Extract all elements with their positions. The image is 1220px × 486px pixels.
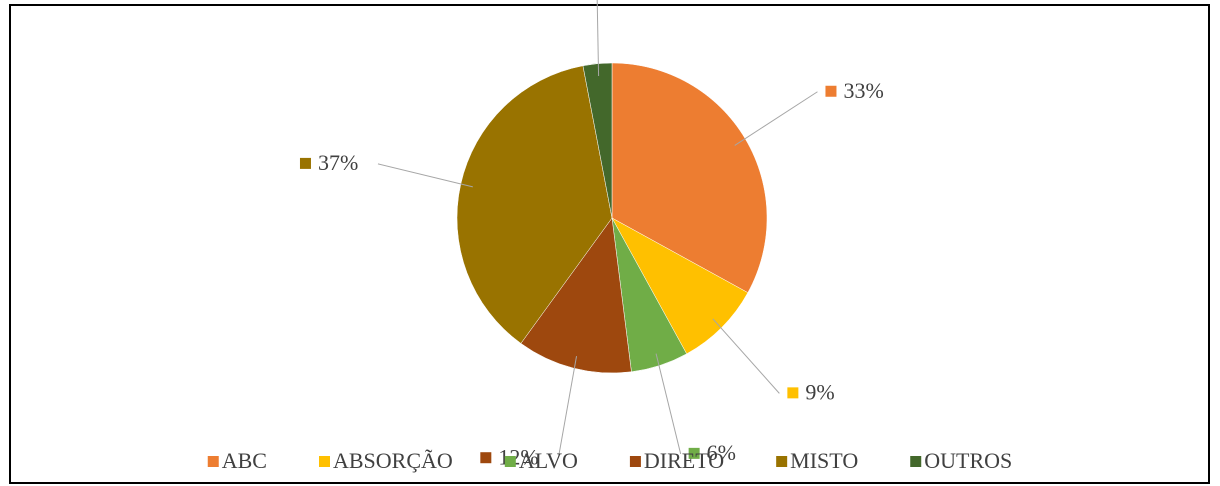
leader-line: [377, 163, 473, 188]
legend-label: ALVO: [519, 448, 578, 473]
pie-slice: [611, 62, 768, 294]
legend-label: ABC: [222, 448, 267, 473]
data-label-swatch: [480, 452, 492, 464]
pie-slice: [520, 217, 632, 374]
data-label-swatch: [825, 85, 837, 97]
data-label: 37%: [299, 150, 358, 175]
legend-swatch: [504, 456, 516, 467]
data-label-text: 33%: [843, 78, 883, 103]
legend-item: DIRETO: [629, 448, 724, 473]
data-label: 33%: [825, 78, 884, 103]
data-label-text: 6%: [707, 440, 736, 465]
data-label-swatch: [299, 157, 311, 169]
leader-line: [557, 356, 578, 459]
legend-item: ABSORÇÃO: [319, 448, 453, 473]
legend-swatch: [629, 456, 641, 467]
legend-label: OUTROS: [924, 448, 1012, 473]
leader-line: [596, 0, 600, 77]
data-label-text: 9%: [805, 379, 834, 404]
pie-slice: [582, 62, 613, 219]
legend-label: DIRETO: [644, 448, 724, 473]
leader-line: [655, 353, 682, 454]
data-label-swatch: [688, 447, 700, 459]
data-label: 6%: [688, 440, 736, 465]
legend-item: ALVO: [504, 448, 578, 473]
legend-item: OUTROS: [910, 448, 1012, 473]
legend-swatch: [207, 456, 219, 467]
legend-swatch: [910, 456, 922, 467]
legend-item: MISTO: [776, 448, 858, 473]
leader-line: [712, 318, 780, 394]
data-label-text: 37%: [318, 150, 358, 175]
legend-item: ABC: [207, 448, 267, 473]
legend-swatch: [319, 456, 330, 467]
legend-label: ABSORÇÃO: [333, 448, 453, 473]
data-label: 9%: [787, 379, 835, 404]
legend-label: MISTO: [790, 448, 858, 473]
data-label-swatch: [787, 387, 799, 399]
legend-swatch: [776, 456, 788, 467]
leader-line: [734, 91, 818, 146]
